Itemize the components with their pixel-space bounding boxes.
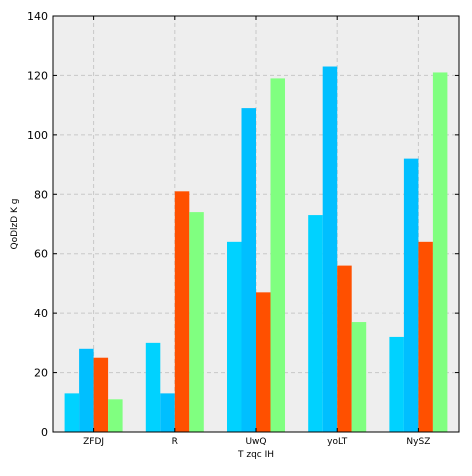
- axis-ticks: 0 20 40 60 80 100 120 140 ZFDJ R UwQ yoLT NySZ: [27, 10, 459, 447]
- bar-series: [64, 66, 448, 433]
- x-tick-label-1: R: [172, 437, 178, 447]
- bar-ZFDJ-series-4: [108, 399, 123, 432]
- bar-UwQ-series-4: [270, 78, 285, 433]
- x-tick-label-2: UwQ: [245, 437, 266, 447]
- y-tick-label-1: 20: [34, 367, 48, 380]
- x-axis-label: T zqc IH: [237, 450, 274, 460]
- y-tick-label-2: 40: [34, 307, 48, 320]
- bar-ZFDJ-series-3: [93, 357, 109, 432]
- bar-ZFDJ-series-1: [64, 393, 80, 432]
- y-tick-label-7: 140: [27, 10, 48, 23]
- bar-NySZ-series-4: [432, 72, 448, 432]
- y-axis-label: QoDlzD K g: [10, 198, 20, 249]
- bar-R-series-2: [160, 393, 175, 432]
- x-tick-label-4: NySZ: [406, 437, 430, 447]
- y-tick-label-4: 80: [34, 188, 48, 201]
- bar-NySZ-series-2: [403, 158, 419, 432]
- bar-NySZ-series-1: [389, 336, 404, 432]
- y-tick-label-5: 100: [27, 129, 48, 142]
- bar-NySZ-series-3: [418, 241, 433, 432]
- y-tick-label-6: 120: [27, 69, 48, 82]
- bar-yoLT-series-3: [337, 265, 352, 432]
- bar-UwQ-series-1: [227, 241, 242, 432]
- y-tick-label-0: 0: [41, 426, 48, 439]
- bar-UwQ-series-3: [256, 292, 271, 432]
- bar-yoLT-series-4: [351, 322, 367, 432]
- bar-UwQ-series-2: [241, 108, 256, 432]
- x-tick-label-3: yoLT: [327, 437, 348, 447]
- bar-R-series-3: [174, 191, 190, 432]
- bar-R-series-1: [145, 342, 161, 432]
- bar-R-series-4: [189, 212, 204, 432]
- y-tick-label-3: 60: [34, 248, 48, 261]
- bar-yoLT-series-2: [322, 66, 338, 432]
- bar-yoLT-series-1: [308, 215, 323, 432]
- bar-ZFDJ-series-2: [79, 348, 94, 432]
- x-tick-label-0: ZFDJ: [83, 437, 104, 447]
